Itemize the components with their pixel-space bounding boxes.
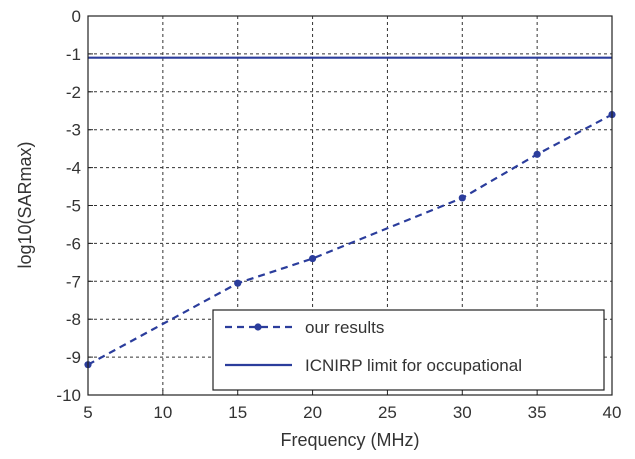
x-tick-label-25: 25 bbox=[378, 403, 397, 422]
y-tick-label--1: -1 bbox=[66, 45, 81, 64]
y-tick-label--3: -3 bbox=[66, 121, 81, 140]
x-tick-label-5: 5 bbox=[83, 403, 92, 422]
legend-label-our-results: our results bbox=[305, 318, 384, 337]
legend-marker-our-results bbox=[254, 323, 262, 331]
x-tick-label-10: 10 bbox=[153, 403, 172, 422]
y-tick-label--6: -6 bbox=[66, 234, 81, 253]
legend-box bbox=[212, 309, 605, 391]
x-tick-label-20: 20 bbox=[303, 403, 322, 422]
data-point-0-1 bbox=[234, 279, 242, 287]
x-tick-label-30: 30 bbox=[453, 403, 472, 422]
x-tick-label-40: 40 bbox=[603, 403, 622, 422]
legend: our results ICNIRP limit for occupationa… bbox=[212, 309, 605, 391]
y-tick-label--4: -4 bbox=[66, 159, 81, 178]
series-layer bbox=[84, 56, 616, 369]
y-tick-label--10: -10 bbox=[56, 386, 81, 405]
x-tick-label-15: 15 bbox=[228, 403, 247, 422]
data-point-0-3 bbox=[458, 194, 466, 202]
y-tick-label--9: -9 bbox=[66, 348, 81, 367]
ticks-layer: 5 10 15 20 25 30 35 40 0 -1 -2 -3 -4 -5 -6 -7 -8 -9 -10 bbox=[56, 7, 621, 422]
x-axis-label: Frequency (MHz) bbox=[280, 430, 419, 450]
y-axis-label: log10(SARmax) bbox=[15, 141, 35, 268]
x-tick-label-35: 35 bbox=[528, 403, 547, 422]
legend-label-icnirp: ICNIRP limit for occupational bbox=[305, 356, 522, 375]
y-tick-label--2: -2 bbox=[66, 83, 81, 102]
series-line-0 bbox=[87, 113, 613, 366]
data-point-0-4 bbox=[533, 150, 541, 158]
y-tick-label--7: -7 bbox=[66, 272, 81, 291]
y-tick-label--5: -5 bbox=[66, 197, 81, 216]
y-tick-label-0: 0 bbox=[72, 7, 81, 26]
data-point-0-2 bbox=[308, 254, 317, 263]
y-tick-label--8: -8 bbox=[66, 310, 81, 329]
